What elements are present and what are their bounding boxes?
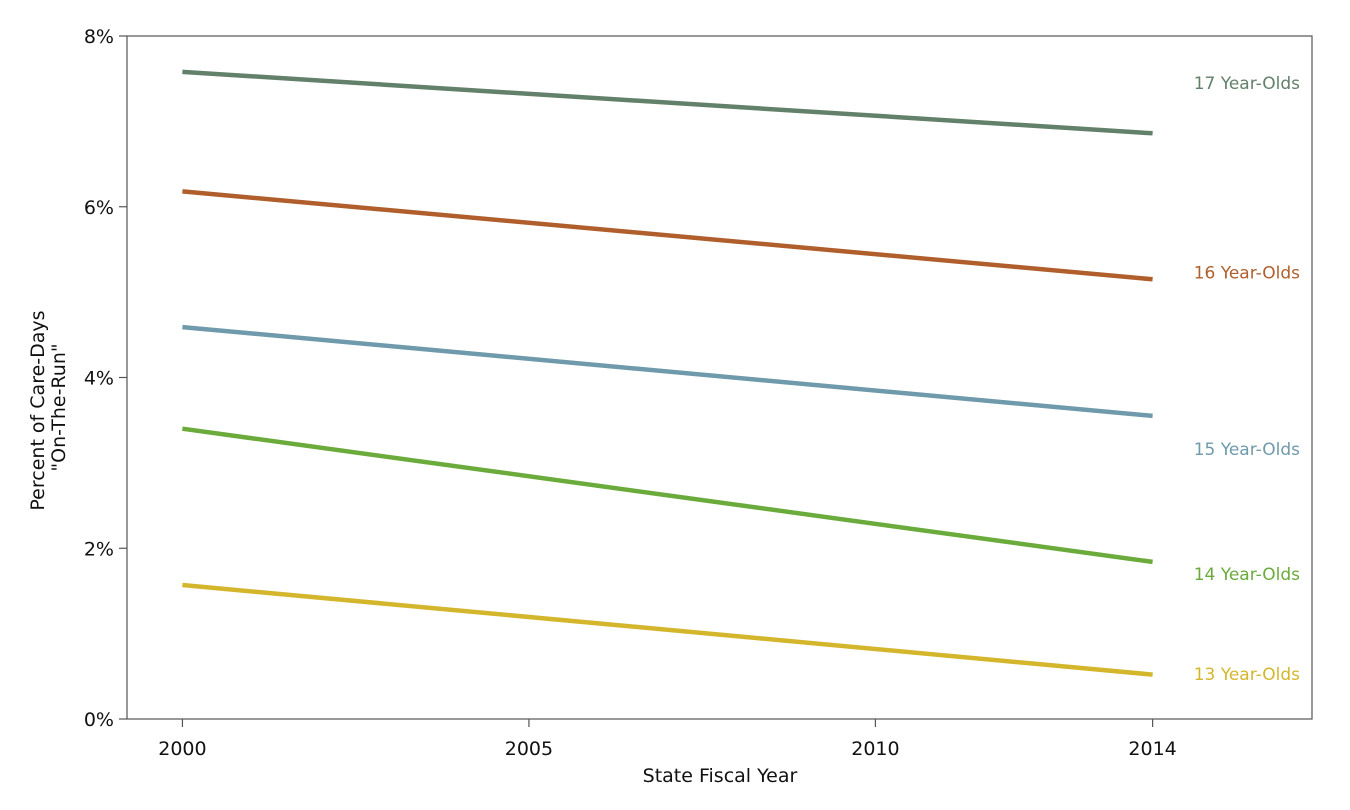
- y-tick-label-2: 4%: [84, 368, 114, 390]
- y-axis: 0% 2% 4% 6% 8%: [84, 26, 127, 731]
- x-tick-label-1: 2005: [505, 738, 553, 760]
- y-axis-title-line-2: "On-The-Run": [48, 343, 70, 471]
- y-tick-label-0: 0%: [84, 709, 114, 731]
- series-line-0: [182, 69, 1153, 136]
- series-label-1: 16 Year-Olds: [1194, 263, 1300, 283]
- series-label-3: 14 Year-Olds: [1194, 565, 1300, 585]
- x-tick-label-0: 2000: [158, 738, 206, 760]
- series-line-3: [182, 426, 1153, 565]
- series-label-4: 13 Year-Olds: [1194, 665, 1300, 685]
- series-label-2: 15 Year-Olds: [1194, 440, 1300, 460]
- series-line-4: [182, 582, 1153, 677]
- series-layer: [182, 69, 1153, 677]
- series-labels: 17 Year-Olds 16 Year-Olds 15 Year-Olds 14 Y…: [1194, 74, 1300, 685]
- y-tick-label-1: 2%: [84, 538, 114, 560]
- series-label-0: 17 Year-Olds: [1194, 74, 1300, 94]
- y-axis-title-line-1: Percent of Care-Days: [27, 310, 49, 510]
- x-axis: 2000 2005 2010 2014: [158, 719, 1177, 760]
- series-line-1: [182, 189, 1153, 282]
- series-line-2: [182, 324, 1153, 419]
- y-tick-label-3: 6%: [84, 197, 114, 219]
- y-tick-label-4: 8%: [84, 26, 114, 48]
- x-tick-label-3: 2014: [1128, 738, 1176, 760]
- x-tick-label-2: 2010: [851, 738, 899, 760]
- y-axis-title: Percent of Care-Days "On-The-Run": [27, 304, 70, 510]
- x-axis-title: State Fiscal Year: [643, 765, 798, 787]
